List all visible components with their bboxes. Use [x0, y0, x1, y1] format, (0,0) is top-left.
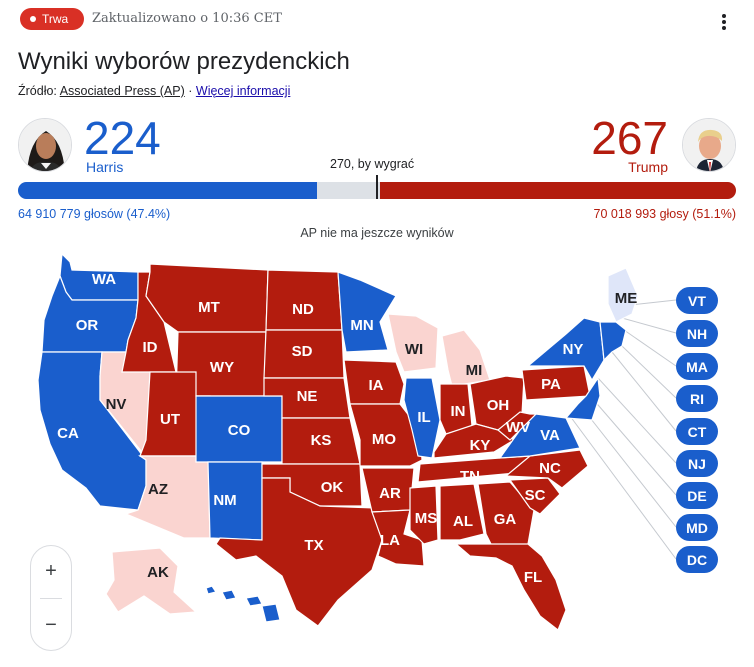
harris-electoral-votes: 224	[84, 112, 161, 164]
harris-name: Harris	[86, 159, 124, 175]
harris-avatar	[18, 118, 72, 172]
source-prefix: Źródło:	[18, 84, 57, 98]
page-title: Wyniki wyborów prezydenckich	[18, 48, 350, 75]
zoom-in-button[interactable]: +	[45, 559, 57, 582]
small-state-ma[interactable]: MA	[676, 353, 718, 380]
source-link[interactable]: Associated Press (AP)	[59, 84, 185, 98]
live-badge: Trwa	[20, 8, 84, 30]
small-state-nh[interactable]: NH	[676, 320, 718, 347]
state-mn[interactable]	[337, 271, 397, 353]
state-wi[interactable]	[387, 313, 439, 373]
harris-popular-votes: 64 910 779 głosów (47.4%)	[18, 207, 171, 221]
state-pa[interactable]	[521, 365, 591, 401]
state-il[interactable]	[403, 377, 441, 459]
no-results-note: AP nie ma jeszcze wyników	[300, 226, 454, 240]
us-electoral-map: WAORCANVIDMTWYUTAZCONMNDSDNEKSOKTXMNIAMO…	[37, 252, 677, 631]
more-info-link[interactable]: Więcej informacji	[195, 84, 291, 98]
threshold-marker	[376, 175, 378, 199]
state-label-hi: HI	[233, 606, 248, 623]
state-nd[interactable]	[265, 269, 343, 331]
state-ms[interactable]	[409, 485, 439, 545]
state-al[interactable]	[439, 483, 485, 541]
trump-electoral-votes: 267	[591, 112, 668, 164]
zoom-control: + −	[30, 545, 72, 651]
more-options-icon[interactable]	[716, 12, 732, 32]
state-sc[interactable]	[508, 477, 561, 515]
state-tx[interactable]	[215, 477, 383, 627]
state-ak[interactable]	[105, 547, 198, 615]
updated-time: Zaktualizowano o 10:36 CET	[92, 11, 282, 26]
small-state-ct[interactable]: CT	[676, 418, 718, 445]
state-nm[interactable]	[207, 461, 263, 541]
zoom-out-button[interactable]: −	[45, 613, 57, 636]
live-dot-icon	[30, 16, 36, 22]
harris-bar-fill	[18, 182, 317, 199]
small-state-dc[interactable]: DC	[676, 546, 718, 573]
trump-popular-votes: 70 018 993 głosy (51.1%)	[593, 207, 736, 221]
state-la[interactable]	[371, 509, 425, 567]
state-wa[interactable]	[59, 252, 139, 301]
trump-name: Trump	[628, 159, 668, 175]
trump-bar-fill	[379, 182, 736, 199]
small-state-de[interactable]: DE	[676, 482, 718, 509]
small-state-vt[interactable]: VT	[676, 287, 718, 314]
source-line: Źródło: Associated Press (AP) · Więcej i…	[18, 84, 290, 98]
live-label: Trwa	[42, 12, 69, 26]
source-separator: ·	[188, 84, 193, 98]
state-ne-small[interactable]	[599, 321, 627, 362]
small-state-nj[interactable]: NJ	[676, 450, 718, 477]
state-wv[interactable]	[497, 411, 538, 441]
state-ar[interactable]	[361, 467, 415, 513]
state-sd[interactable]	[263, 329, 345, 379]
state-ks[interactable]	[281, 417, 361, 465]
state-mid-small[interactable]	[564, 376, 601, 421]
state-mt[interactable]	[145, 263, 269, 333]
win-threshold-label: 270, by wygrać	[330, 157, 415, 171]
state-tn[interactable]	[417, 455, 531, 483]
small-state-ri[interactable]: RI	[676, 385, 718, 412]
state-me[interactable]	[607, 267, 639, 323]
state-ia[interactable]	[343, 359, 405, 405]
small-state-md[interactable]: MD	[676, 514, 718, 541]
state-hi[interactable]	[205, 585, 281, 623]
trump-avatar	[682, 118, 736, 172]
state-fl[interactable]	[454, 543, 567, 631]
state-mi[interactable]	[441, 329, 491, 387]
state-co[interactable]	[195, 395, 283, 463]
state-mo[interactable]	[349, 403, 423, 467]
